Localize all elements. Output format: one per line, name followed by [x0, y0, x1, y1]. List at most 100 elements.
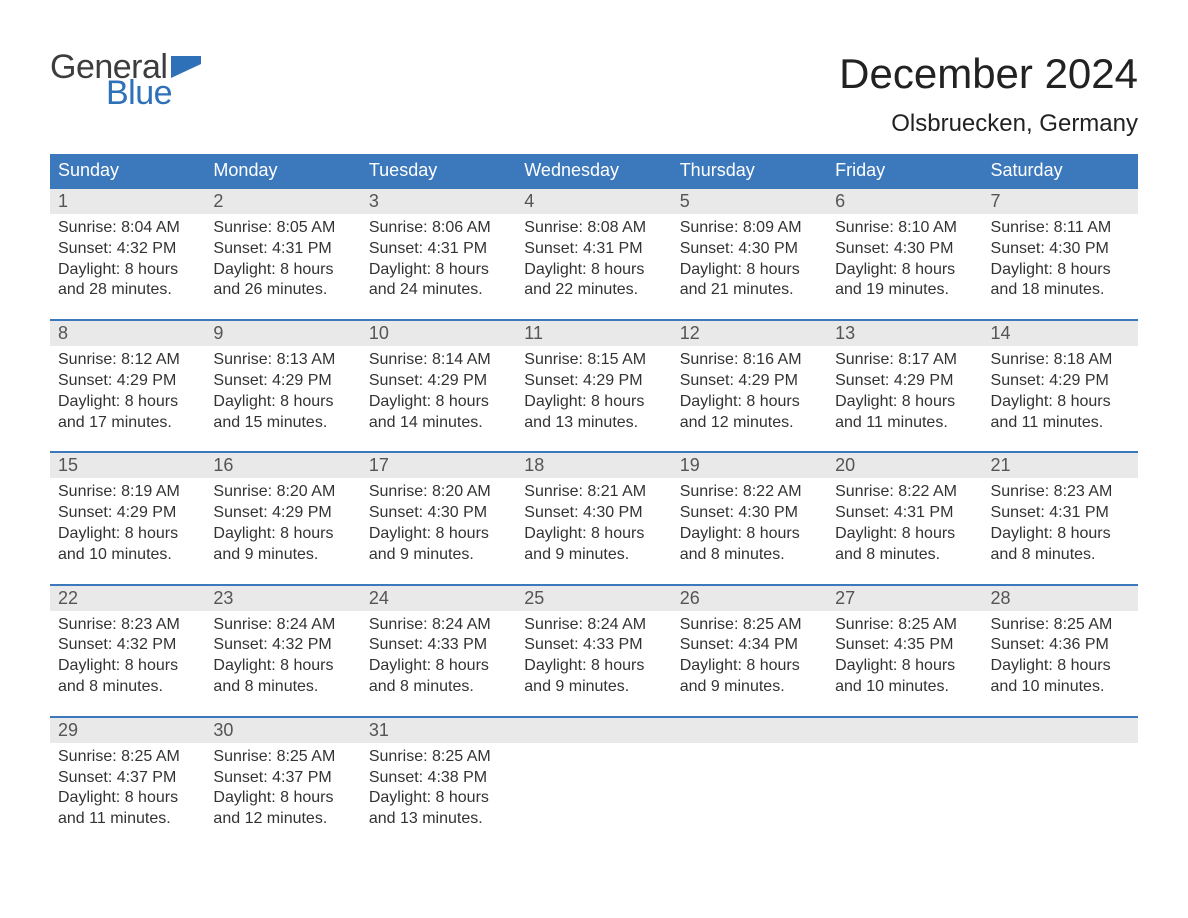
d2-text: and 10 minutes. [835, 677, 974, 698]
day-number: 22 [50, 586, 205, 611]
day-number: 5 [672, 189, 827, 214]
sunrise-text: Sunrise: 8:22 AM [680, 482, 819, 503]
day-number: 6 [827, 189, 982, 214]
d2-text: and 12 minutes. [213, 809, 352, 830]
day-cell: Sunrise: 8:15 AMSunset: 4:29 PMDaylight:… [516, 346, 671, 433]
week-row: 22232425262728Sunrise: 8:23 AMSunset: 4:… [50, 584, 1138, 698]
sunrise-text: Sunrise: 8:25 AM [680, 615, 819, 636]
day-number: 7 [983, 189, 1138, 214]
sunrise-text: Sunrise: 8:19 AM [58, 482, 197, 503]
sunrise-text: Sunrise: 8:15 AM [524, 350, 663, 371]
day-cell: Sunrise: 8:17 AMSunset: 4:29 PMDaylight:… [827, 346, 982, 433]
d1-text: Daylight: 8 hours [524, 392, 663, 413]
weekday-label: Wednesday [516, 154, 671, 187]
day-body-row: Sunrise: 8:25 AMSunset: 4:37 PMDaylight:… [50, 743, 1138, 830]
location-text: Olsbruecken, Germany [839, 110, 1138, 138]
day-cell: Sunrise: 8:25 AMSunset: 4:37 PMDaylight:… [205, 743, 360, 830]
sunrise-text: Sunrise: 8:24 AM [524, 615, 663, 636]
weekday-label: Tuesday [361, 154, 516, 187]
d2-text: and 8 minutes. [58, 677, 197, 698]
d2-text: and 10 minutes. [991, 677, 1130, 698]
brand-blue: Blue [106, 76, 201, 110]
sunset-text: Sunset: 4:30 PM [991, 239, 1130, 260]
sunrise-text: Sunrise: 8:25 AM [58, 747, 197, 768]
sunrise-text: Sunrise: 8:25 AM [213, 747, 352, 768]
day-number: 13 [827, 321, 982, 346]
d2-text: and 9 minutes. [524, 677, 663, 698]
week-row: 1234567Sunrise: 8:04 AMSunset: 4:32 PMDa… [50, 187, 1138, 301]
d1-text: Daylight: 8 hours [835, 656, 974, 677]
day-cell: Sunrise: 8:23 AMSunset: 4:32 PMDaylight:… [50, 611, 205, 698]
day-cell: Sunrise: 8:09 AMSunset: 4:30 PMDaylight:… [672, 214, 827, 301]
sunrise-text: Sunrise: 8:08 AM [524, 218, 663, 239]
sunset-text: Sunset: 4:29 PM [58, 371, 197, 392]
sunset-text: Sunset: 4:31 PM [524, 239, 663, 260]
d2-text: and 9 minutes. [680, 677, 819, 698]
sunset-text: Sunset: 4:32 PM [58, 239, 197, 260]
day-number: 30 [205, 718, 360, 743]
d1-text: Daylight: 8 hours [680, 392, 819, 413]
sunrise-text: Sunrise: 8:11 AM [991, 218, 1130, 239]
sunrise-text: Sunrise: 8:21 AM [524, 482, 663, 503]
d1-text: Daylight: 8 hours [991, 524, 1130, 545]
day-cell: Sunrise: 8:24 AMSunset: 4:33 PMDaylight:… [361, 611, 516, 698]
d2-text: and 19 minutes. [835, 280, 974, 301]
d2-text: and 9 minutes. [524, 545, 663, 566]
d1-text: Daylight: 8 hours [58, 788, 197, 809]
sunrise-text: Sunrise: 8:10 AM [835, 218, 974, 239]
day-cell: Sunrise: 8:12 AMSunset: 4:29 PMDaylight:… [50, 346, 205, 433]
sunset-text: Sunset: 4:30 PM [369, 503, 508, 524]
day-cell: Sunrise: 8:22 AMSunset: 4:31 PMDaylight:… [827, 478, 982, 565]
d1-text: Daylight: 8 hours [369, 788, 508, 809]
week-row: 891011121314Sunrise: 8:12 AMSunset: 4:29… [50, 319, 1138, 433]
sunrise-text: Sunrise: 8:25 AM [835, 615, 974, 636]
day-cell: Sunrise: 8:16 AMSunset: 4:29 PMDaylight:… [672, 346, 827, 433]
day-number: 15 [50, 453, 205, 478]
sunset-text: Sunset: 4:33 PM [524, 635, 663, 656]
d2-text: and 8 minutes. [369, 677, 508, 698]
day-cell: Sunrise: 8:24 AMSunset: 4:32 PMDaylight:… [205, 611, 360, 698]
day-body-row: Sunrise: 8:23 AMSunset: 4:32 PMDaylight:… [50, 611, 1138, 698]
d1-text: Daylight: 8 hours [835, 392, 974, 413]
day-number: 29 [50, 718, 205, 743]
calendar: SundayMondayTuesdayWednesdayThursdayFrid… [50, 154, 1138, 830]
page-title: December 2024 [839, 50, 1138, 98]
sunset-text: Sunset: 4:30 PM [680, 239, 819, 260]
sunrise-text: Sunrise: 8:24 AM [213, 615, 352, 636]
sunset-text: Sunset: 4:37 PM [58, 768, 197, 789]
day-cell: Sunrise: 8:05 AMSunset: 4:31 PMDaylight:… [205, 214, 360, 301]
day-number [516, 718, 671, 743]
day-cell: Sunrise: 8:23 AMSunset: 4:31 PMDaylight:… [983, 478, 1138, 565]
d1-text: Daylight: 8 hours [213, 788, 352, 809]
day-number: 1 [50, 189, 205, 214]
sunrise-text: Sunrise: 8:25 AM [991, 615, 1130, 636]
d2-text: and 8 minutes. [835, 545, 974, 566]
day-number: 23 [205, 586, 360, 611]
sunrise-text: Sunrise: 8:06 AM [369, 218, 508, 239]
day-cell: Sunrise: 8:22 AMSunset: 4:30 PMDaylight:… [672, 478, 827, 565]
day-number: 2 [205, 189, 360, 214]
day-number: 17 [361, 453, 516, 478]
day-cell: Sunrise: 8:18 AMSunset: 4:29 PMDaylight:… [983, 346, 1138, 433]
d2-text: and 17 minutes. [58, 413, 197, 434]
day-number-row: 1234567 [50, 189, 1138, 214]
sunrise-text: Sunrise: 8:20 AM [369, 482, 508, 503]
d2-text: and 8 minutes. [991, 545, 1130, 566]
sunset-text: Sunset: 4:29 PM [369, 371, 508, 392]
weekday-label: Saturday [983, 154, 1138, 187]
sunrise-text: Sunrise: 8:05 AM [213, 218, 352, 239]
day-cell [672, 743, 827, 830]
day-number: 21 [983, 453, 1138, 478]
sunset-text: Sunset: 4:34 PM [680, 635, 819, 656]
day-number: 10 [361, 321, 516, 346]
week-row: 15161718192021Sunrise: 8:19 AMSunset: 4:… [50, 451, 1138, 565]
day-number [672, 718, 827, 743]
sunset-text: Sunset: 4:36 PM [991, 635, 1130, 656]
day-cell: Sunrise: 8:13 AMSunset: 4:29 PMDaylight:… [205, 346, 360, 433]
d2-text: and 18 minutes. [991, 280, 1130, 301]
day-cell: Sunrise: 8:25 AMSunset: 4:35 PMDaylight:… [827, 611, 982, 698]
d1-text: Daylight: 8 hours [58, 656, 197, 677]
d1-text: Daylight: 8 hours [213, 656, 352, 677]
day-number: 27 [827, 586, 982, 611]
day-cell [516, 743, 671, 830]
